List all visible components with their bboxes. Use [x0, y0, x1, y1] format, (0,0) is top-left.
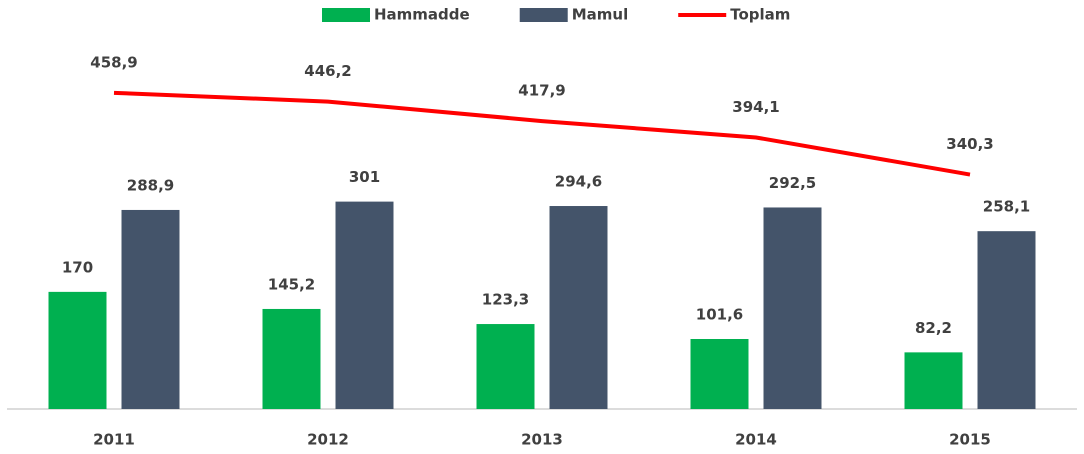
data-label: 258,1 [983, 198, 1030, 216]
bar [48, 291, 107, 409]
bar [904, 352, 963, 409]
data-label: 145,2 [268, 275, 315, 293]
x-tick-label: 2015 [949, 431, 991, 449]
data-label: 123,3 [482, 291, 529, 309]
legend-swatch [322, 8, 370, 22]
data-label: 288,9 [127, 176, 174, 194]
data-label: 170 [62, 258, 93, 276]
bar [121, 209, 180, 409]
x-tick-label: 2013 [521, 431, 563, 449]
data-label: 458,9 [90, 53, 137, 71]
data-label: 394,1 [732, 98, 779, 116]
bar [763, 207, 822, 409]
data-label: 301 [349, 168, 380, 186]
x-tick-label: 2014 [735, 431, 777, 449]
data-label: 82,2 [915, 319, 952, 337]
x-tick-label: 2012 [307, 431, 349, 449]
bar [549, 206, 608, 409]
bar [335, 201, 394, 409]
bar [476, 324, 535, 409]
bar [262, 308, 321, 409]
legend-label: Toplam [730, 6, 790, 24]
bar [690, 338, 749, 409]
data-label: 417,9 [518, 82, 565, 100]
data-label: 101,6 [696, 305, 743, 323]
legend-label: Mamul [572, 6, 629, 24]
x-tick-label: 2011 [93, 431, 135, 449]
line [113, 90, 971, 177]
data-label: 294,6 [555, 173, 602, 191]
legend-label: Hammadde [374, 6, 470, 24]
data-label: 446,2 [304, 62, 351, 80]
legend-swatch [519, 8, 568, 22]
data-label: 292,5 [769, 174, 816, 192]
data-label: 340,3 [946, 135, 993, 153]
bar [977, 231, 1036, 409]
